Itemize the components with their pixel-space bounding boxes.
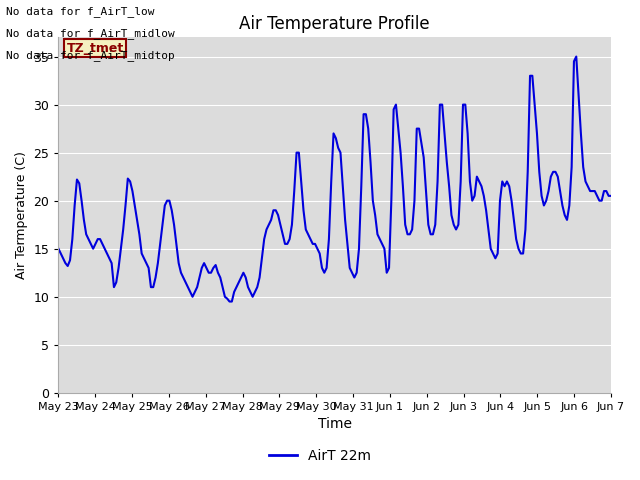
- Title: Air Temperature Profile: Air Temperature Profile: [239, 15, 430, 33]
- Text: No data for f_AirT_low: No data for f_AirT_low: [6, 6, 155, 17]
- Text: No data for f_AirT_midlow: No data for f_AirT_midlow: [6, 28, 175, 39]
- Y-axis label: Air Termperature (C): Air Termperature (C): [15, 151, 28, 279]
- X-axis label: Time: Time: [317, 418, 352, 432]
- Legend: AirT 22m: AirT 22m: [264, 443, 376, 468]
- Text: TZ_tmet: TZ_tmet: [67, 42, 124, 55]
- Text: No data for f_AirT_midtop: No data for f_AirT_midtop: [6, 49, 175, 60]
